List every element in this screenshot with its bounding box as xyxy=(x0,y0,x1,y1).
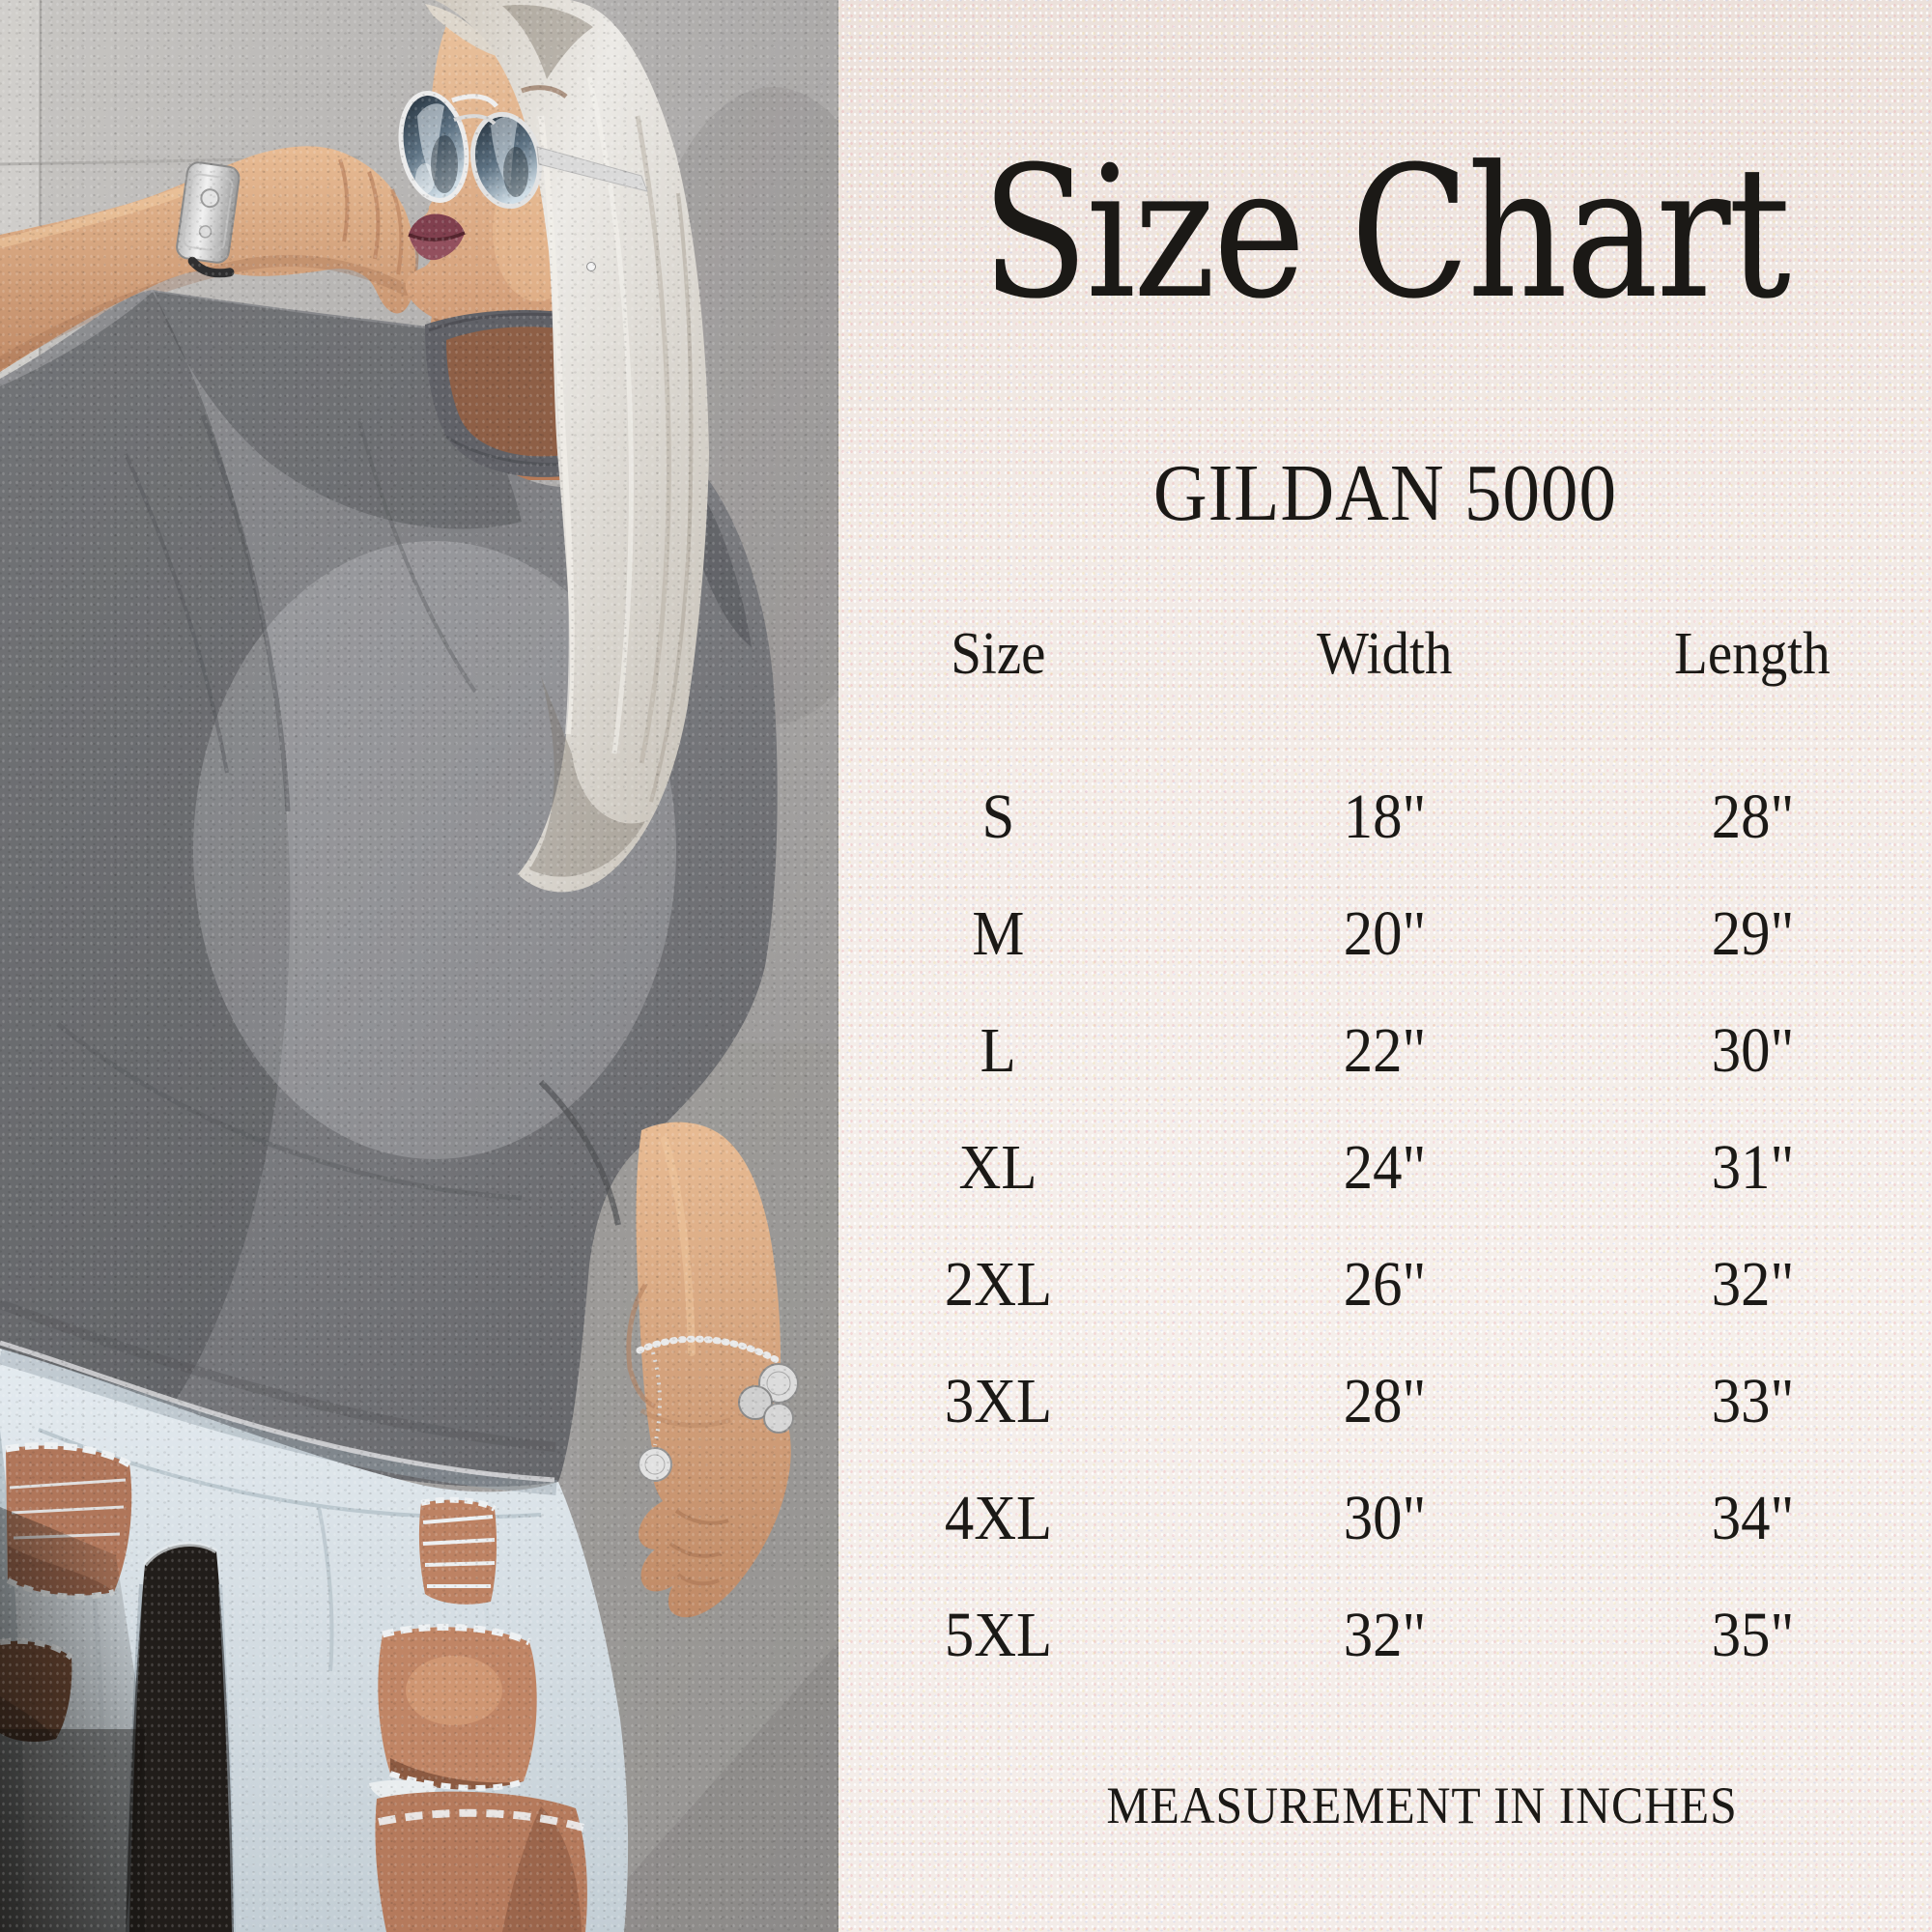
size-table-row: M 20" 29" xyxy=(838,875,1932,992)
eyebrow xyxy=(521,85,568,99)
width-cell: 32" xyxy=(1343,1599,1426,1670)
length-cell: 28" xyxy=(1711,781,1794,852)
size-cell: L xyxy=(980,1014,1016,1086)
model-photo xyxy=(0,0,838,1932)
blonde-hair xyxy=(425,0,709,893)
temple-arm xyxy=(536,146,648,192)
size-cell: S xyxy=(981,781,1014,852)
round-sunglasses xyxy=(398,85,648,271)
size-table-row: S 18" 28" xyxy=(838,758,1932,875)
leg-gap-shadow xyxy=(126,1544,234,1932)
rip-hole xyxy=(369,1779,587,1932)
size-table-row: 4XL 30" 34" xyxy=(838,1460,1932,1577)
width-cell: 20" xyxy=(1343,897,1426,969)
size-table-row: 3XL 28" 33" xyxy=(838,1343,1932,1460)
size-table-row: 5XL 32" 35" xyxy=(838,1577,1932,1693)
raised-arm xyxy=(0,146,419,372)
size-chart-panel: Size Chart GILDAN 5000 Size Width Length… xyxy=(838,0,1932,1932)
length-cell: 32" xyxy=(1711,1248,1794,1320)
length-cell: 29" xyxy=(1711,897,1794,969)
hanging-arm xyxy=(626,1122,799,1618)
product-name: GILDAN 5000 xyxy=(1152,448,1618,538)
ear-stud xyxy=(586,262,596,271)
size-table-body: S 18" 28" M 20" 29" L 22" 30" XL 24" 31"… xyxy=(838,758,1932,1693)
lips xyxy=(408,213,466,261)
charm-bracelet xyxy=(636,1335,799,1482)
rip-hole xyxy=(378,1623,537,1791)
size-cell: 3XL xyxy=(944,1365,1052,1436)
column-header-width: Width xyxy=(1316,621,1453,687)
size-table-header: Size Width Length xyxy=(838,609,1932,715)
length-cell: 34" xyxy=(1711,1482,1794,1553)
column-header-length: Length xyxy=(1674,621,1831,687)
cuff-bracelet xyxy=(176,161,241,278)
measurement-note: MEASUREMENT IN INCHES xyxy=(1106,1776,1738,1834)
size-table-row: L 22" 30" xyxy=(838,992,1932,1109)
length-cell: 30" xyxy=(1711,1014,1794,1086)
length-cell: 35" xyxy=(1711,1599,1794,1670)
size-table-row: 2XL 26" 32" xyxy=(838,1226,1932,1343)
size-cell: M xyxy=(972,897,1024,969)
shirt-hem xyxy=(0,1340,555,1483)
page-title: Size Chart xyxy=(981,128,1791,339)
length-cell: 33" xyxy=(1711,1365,1794,1436)
ripped-jeans xyxy=(0,1349,629,1932)
column-header-size: Size xyxy=(950,621,1046,687)
photo-illustration xyxy=(0,0,838,1932)
length-cell: 31" xyxy=(1711,1131,1794,1203)
width-cell: 22" xyxy=(1343,1014,1426,1086)
width-cell: 24" xyxy=(1343,1131,1426,1203)
size-cell: 2XL xyxy=(944,1248,1052,1320)
corner-shadow xyxy=(0,1507,145,1932)
size-table: Size Width Length S 18" 28" M 20" 29" L … xyxy=(838,609,1932,1693)
size-cell: 5XL xyxy=(944,1599,1052,1670)
width-cell: 30" xyxy=(1343,1482,1426,1553)
size-cell: 4XL xyxy=(944,1482,1052,1553)
width-cell: 26" xyxy=(1343,1248,1426,1320)
size-cell: XL xyxy=(958,1131,1037,1203)
size-table-row: XL 24" 31" xyxy=(838,1109,1932,1226)
width-cell: 28" xyxy=(1343,1365,1426,1436)
rip-hole xyxy=(418,1496,497,1605)
width-cell: 18" xyxy=(1343,781,1426,852)
